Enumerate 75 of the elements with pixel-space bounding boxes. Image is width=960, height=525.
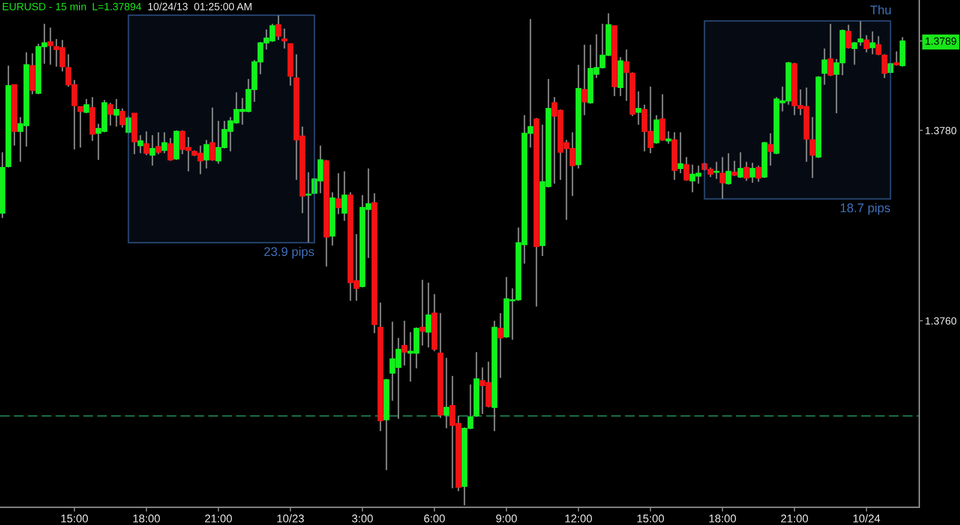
candlestick: [162, 132, 168, 154]
candlestick: [684, 156, 690, 182]
candlestick: [720, 156, 726, 200]
candlestick: [444, 357, 450, 429]
candlestick: [852, 41, 858, 66]
y-tick-label: 1.3789: [926, 37, 956, 45]
x-tick-label: 10/24: [853, 514, 880, 522]
candlestick: [126, 115, 132, 134]
candlestick: [756, 164, 762, 182]
candlestick: [870, 30, 876, 55]
candlestick: [402, 320, 408, 366]
candlestick: [660, 94, 666, 142]
candlestick: [120, 108, 126, 128]
candlestick: [876, 35, 882, 56]
x-tick-label: 18:00: [133, 514, 160, 522]
candlestick: [654, 114, 660, 144]
x-tick-label: 10/23: [277, 514, 304, 522]
candlestick: [156, 132, 162, 155]
candlestick: [498, 312, 504, 379]
candlestick: [666, 130, 672, 144]
candlestick: [822, 48, 828, 86]
candlestick: [888, 62, 894, 74]
candlestick: [732, 160, 738, 177]
candlestick: [342, 170, 348, 222]
candlestick: [726, 152, 732, 186]
chart-subtitle: L=1.37894: [92, 2, 142, 10]
candlestick: [636, 90, 642, 126]
candlestick: [144, 130, 150, 156]
candlestick: [882, 54, 888, 79]
candlestick: [48, 26, 54, 66]
candlestick: [846, 24, 852, 50]
candlestick: [114, 98, 120, 128]
x-tick-label: 3:00: [352, 514, 373, 522]
candlestick: [582, 44, 588, 116]
band-label: 18.7 pips: [840, 203, 890, 215]
candlestick: [714, 161, 720, 180]
candlestick: [150, 134, 156, 166]
x-tick-label: 15:00: [61, 514, 88, 522]
candlestick: [282, 28, 288, 50]
candlestick: [108, 102, 114, 126]
x-tick-label: 21:00: [205, 514, 232, 522]
candlestick: [858, 20, 864, 46]
candlestick: [768, 132, 774, 166]
candlestick: [306, 172, 312, 244]
candlestick: [420, 279, 426, 346]
chart-title: EURUSD - 15 min: [2, 2, 86, 10]
candlestick: [336, 172, 342, 215]
candlestick: [276, 14, 282, 41]
candlestick: [894, 50, 900, 66]
x-tick-label: 12:00: [565, 514, 592, 522]
band-label: 23.9 pips: [264, 246, 314, 259]
y-tick-label: 1.3780: [926, 126, 956, 134]
annotation: Thu: [870, 5, 891, 14]
candlestick: [84, 98, 90, 114]
candlestick: [624, 48, 630, 102]
x-tick-label: 18:00: [709, 514, 736, 522]
candlestick: [168, 137, 174, 162]
candlestick: [138, 134, 144, 154]
y-tick-label: 1.3760: [926, 317, 956, 325]
candlestick: [78, 106, 84, 148]
candlestick: [426, 282, 432, 348]
candlestick: [810, 116, 816, 179]
annotation: 10/24/13 01:25:00 AM: [148, 2, 252, 10]
x-tick-label: 6:00: [424, 514, 445, 522]
candlestick: [744, 161, 750, 182]
candlestick: [678, 132, 684, 174]
candlestick: [750, 162, 756, 184]
candlestick: [204, 139, 210, 170]
x-tick-label: 15:00: [637, 514, 664, 522]
x-tick-label: 9:00: [496, 514, 517, 522]
x-tick-label: 21:00: [781, 514, 808, 522]
candlestick: [210, 106, 216, 162]
candlestick: [738, 152, 744, 179]
candlestick: [864, 34, 870, 54]
candlestick: [828, 23, 834, 77]
